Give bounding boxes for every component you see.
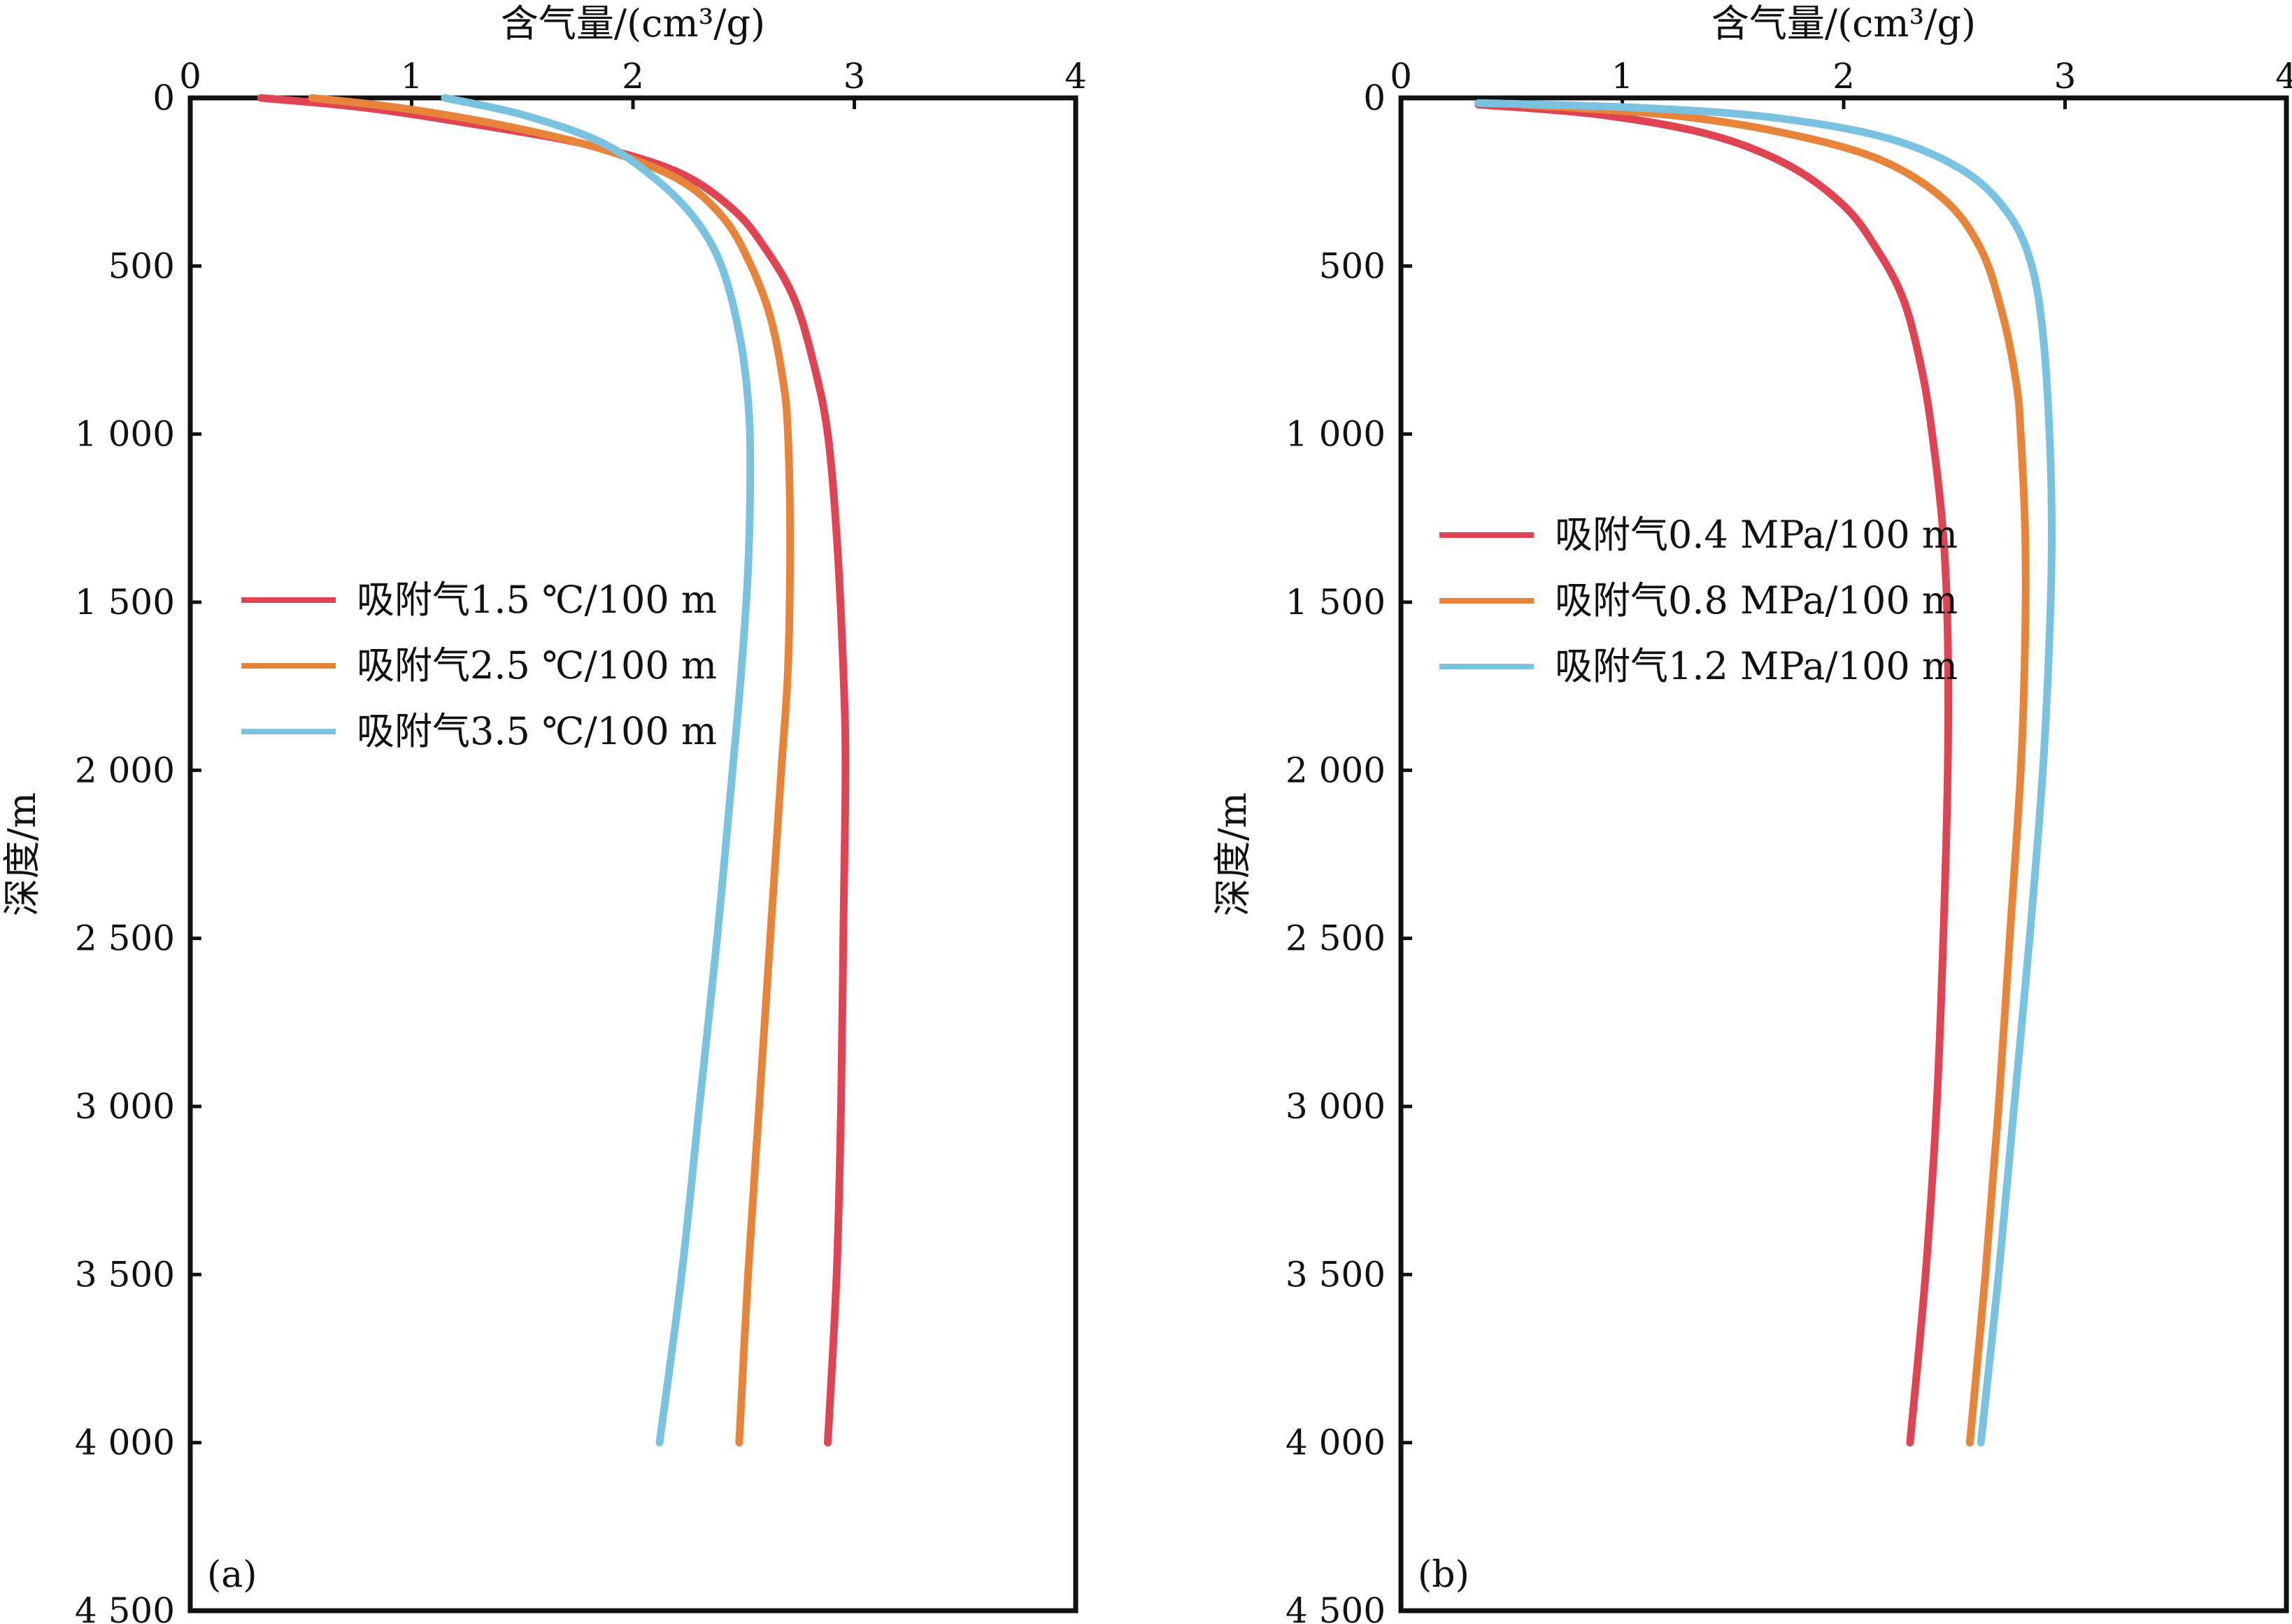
legend-label: 吸附气0.8 MPa/100 m [1555, 578, 1958, 622]
series-line [1474, 99, 2056, 1447]
y-tick-label: 1 000 [75, 414, 175, 455]
y-tick-label: 4 000 [1286, 1423, 1386, 1463]
x-axis-label: 含气量/(cm³/g) [501, 1, 765, 45]
y-tick-label: 0 [152, 78, 175, 118]
y-tick-label: 1 500 [1286, 582, 1386, 622]
x-axis-label: 含气量/(cm³/g) [1711, 1, 1976, 45]
y-axis-label: 深度/m [0, 792, 44, 916]
panel-label: (a) [207, 1554, 257, 1596]
y-tick-label: 2 500 [1286, 918, 1386, 959]
legend-entry: 吸附气0.4 MPa/100 m [1439, 513, 1958, 557]
y-tick-label: 500 [1319, 245, 1386, 286]
x-tick-label: 2 [622, 56, 644, 97]
y-axis-ticks: 0 500 1 000 1 500 2 000 2 500 3 000 3 500 4 000 4… [75, 78, 201, 1624]
series-line [308, 94, 795, 1447]
y-tick-label: 0 [1363, 78, 1386, 118]
y-tick-label: 3 000 [75, 1086, 175, 1127]
x-tick-label: 0 [179, 56, 201, 97]
x-tick-label: 2 [1832, 56, 1855, 97]
series-lines [257, 94, 850, 1447]
y-tick-label: 3 500 [75, 1254, 175, 1295]
legend-entry: 吸附气3.5 ℃/100 m [241, 709, 717, 753]
y-tick-label: 2 000 [75, 750, 175, 790]
y-tick-label: 4 500 [1286, 1590, 1386, 1624]
x-tick-label: 1 [401, 56, 423, 97]
x-tick-label: 4 [1065, 56, 1087, 97]
y-tick-label: 500 [108, 245, 175, 286]
x-tick-label: 0 [1390, 56, 1412, 97]
x-tick-label: 1 [1611, 56, 1634, 97]
x-tick-label: 3 [2054, 56, 2077, 97]
y-tick-label: 2 000 [1286, 750, 1386, 790]
plot-frame [1398, 95, 2289, 1614]
x-tick-label: 3 [844, 56, 866, 97]
series-line [1518, 101, 2030, 1447]
legend-label: 吸附气2.5 ℃/100 m [357, 643, 717, 688]
chart-panel-a: 0 1 2 3 4 0 500 1 000 1 500 2 000 2 500 3 000 3 500… [0, 1, 1087, 1624]
y-tick-label: 3 500 [1286, 1254, 1386, 1295]
y-tick-label: 4 000 [75, 1423, 175, 1463]
chart-panel-b: 0 1 2 3 4 0 500 1 000 1 500 2 000 2 500 3 000 3 500… [1211, 1, 2292, 1624]
series-line [1474, 101, 1953, 1447]
y-axis-ticks: 0 500 1 000 1 500 2 000 2 500 3 000 3 500 4 000 4… [1286, 78, 1412, 1624]
legend: 吸附气0.4 MPa/100 m 吸附气0.8 MPa/100 m 吸附气1.2… [1439, 513, 1958, 688]
legend-entry: 吸附气1.2 MPa/100 m [1439, 644, 1958, 688]
legend-label: 吸附气1.5 ℃/100 m [357, 578, 717, 622]
series-line [257, 94, 850, 1447]
legend-entry: 吸附气1.5 ℃/100 m [241, 578, 717, 622]
legend-label: 吸附气3.5 ℃/100 m [357, 709, 717, 753]
legend-entry: 吸附气2.5 ℃/100 m [241, 643, 717, 688]
x-axis-ticks: 0 1 2 3 4 [179, 56, 1087, 109]
legend-label: 吸附气1.2 MPa/100 m [1555, 644, 1958, 688]
y-tick-label: 1 000 [1286, 414, 1386, 455]
series-line [441, 94, 755, 1447]
plot-frame [187, 95, 1079, 1614]
x-tick-label: 4 [2275, 56, 2292, 97]
y-tick-label: 4 500 [75, 1590, 175, 1624]
legend-label: 吸附气0.4 MPa/100 m [1555, 513, 1958, 557]
legend: 吸附气1.5 ℃/100 m 吸附气2.5 ℃/100 m 吸附气3.5 ℃/1… [241, 578, 717, 753]
y-tick-label: 2 500 [75, 918, 175, 959]
legend-entry: 吸附气0.8 MPa/100 m [1439, 578, 1958, 622]
series-lines [1474, 99, 2056, 1447]
panel-label: (b) [1418, 1554, 1469, 1596]
y-tick-label: 1 500 [75, 582, 175, 622]
y-tick-label: 3 000 [1286, 1086, 1386, 1127]
y-axis-label: 深度/m [1211, 792, 1255, 916]
